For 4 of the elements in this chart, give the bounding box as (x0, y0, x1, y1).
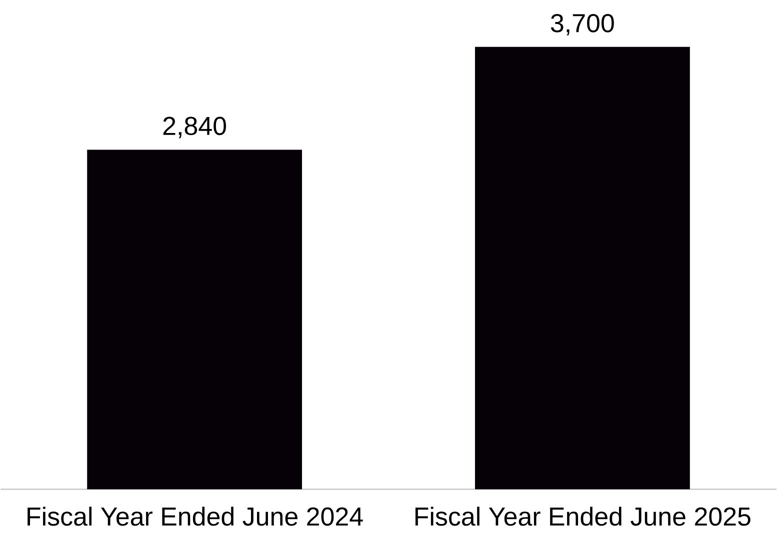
data-label: 3,700 (550, 14, 614, 36)
x-tick-label: Fiscal Year Ended June 2025 (415, 506, 750, 526)
x-tick-label: Fiscal Year Ended June 2024 (28, 506, 363, 526)
data-label: 2,840 (163, 116, 226, 138)
